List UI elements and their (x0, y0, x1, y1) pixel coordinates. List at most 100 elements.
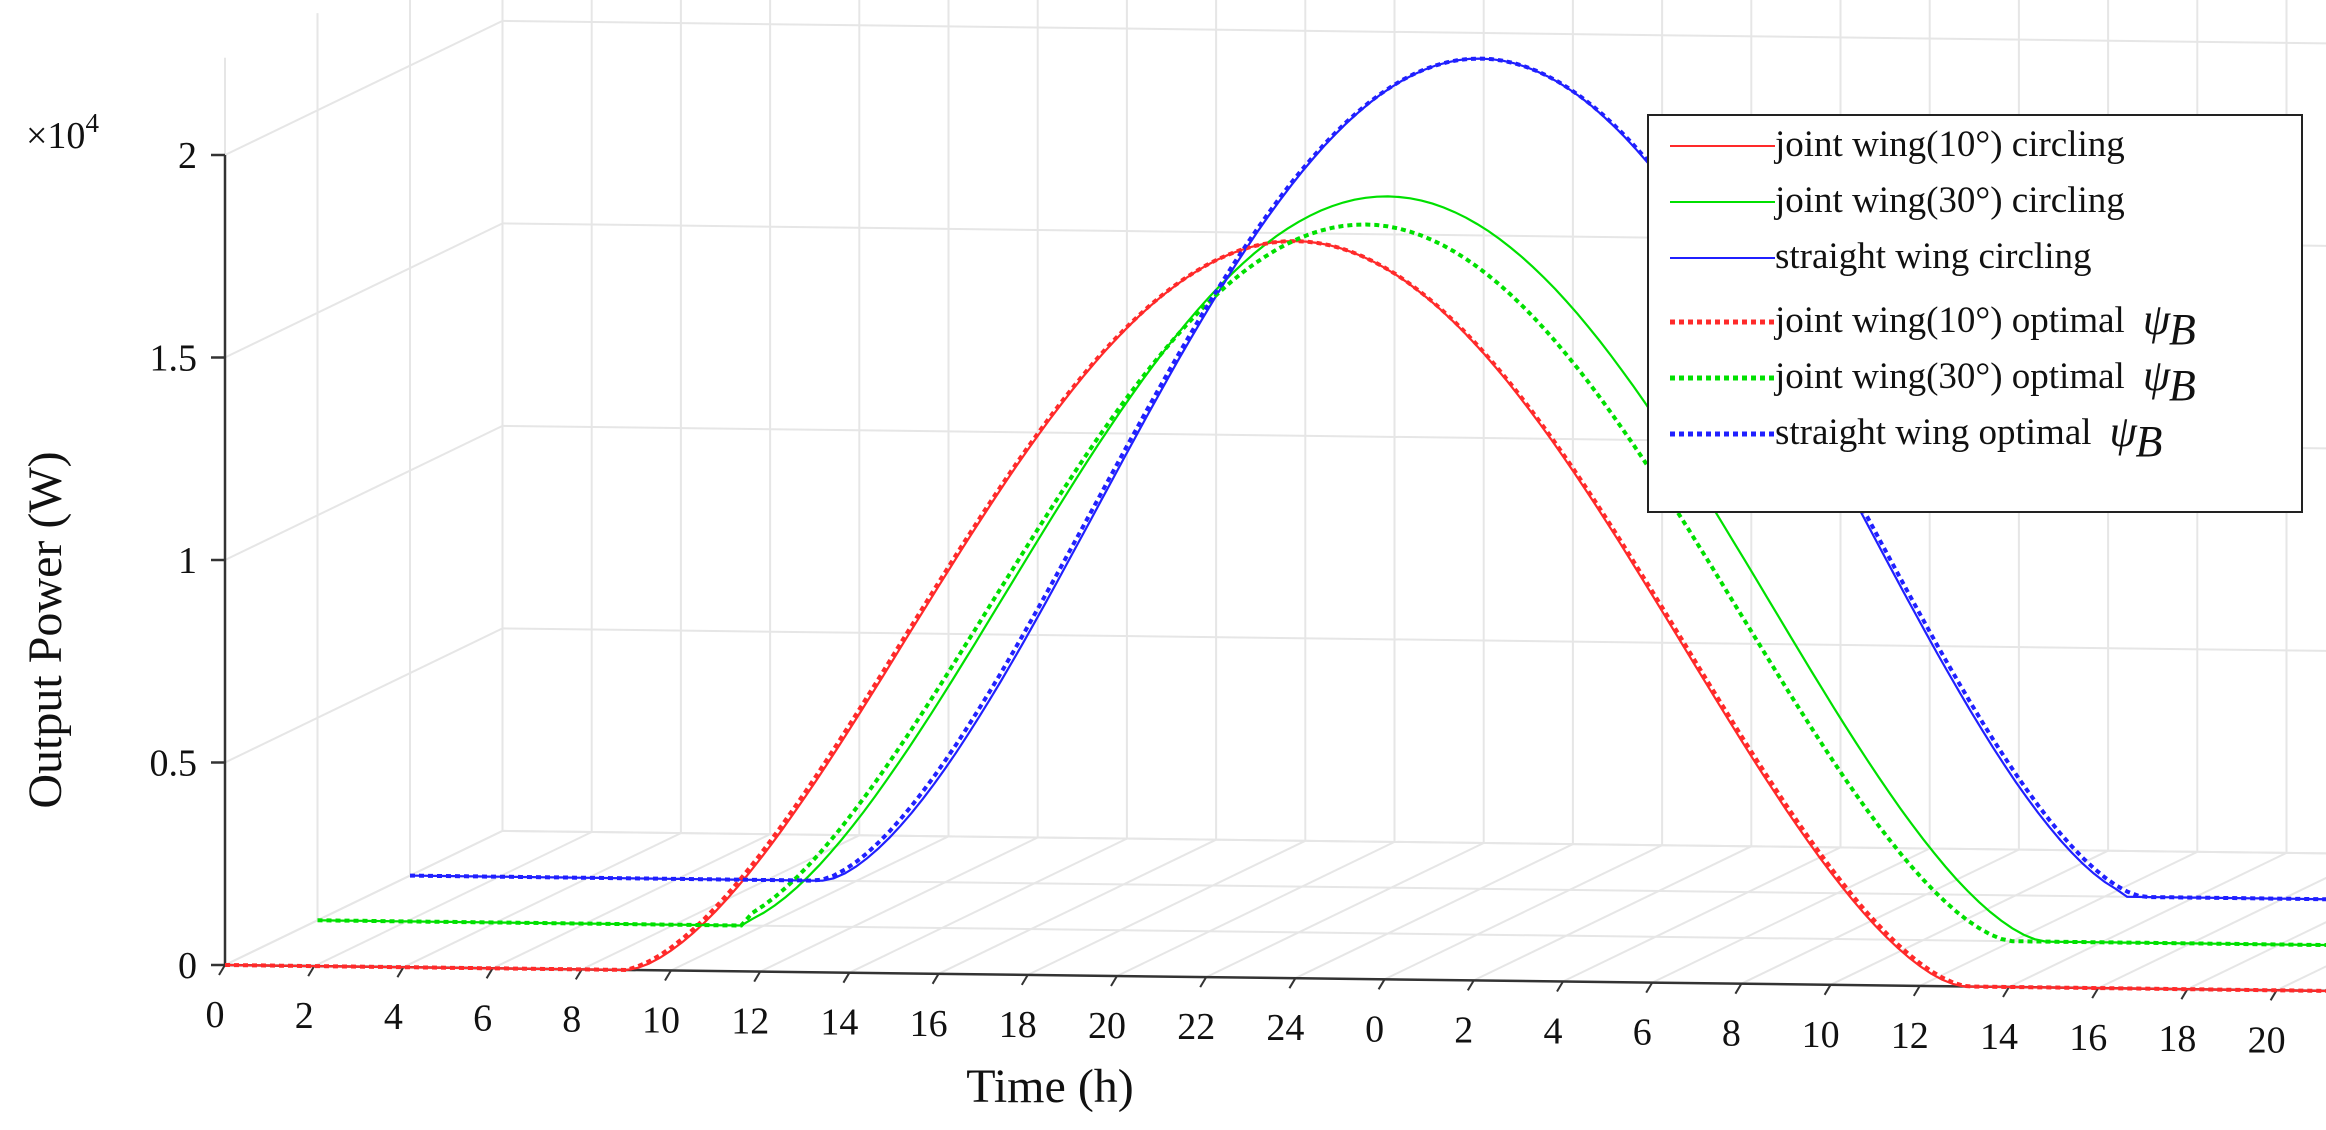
x-tick-mark (1645, 982, 1654, 994)
x-tick-label: 8 (1722, 1013, 1741, 1055)
x-tick-label: 18 (999, 1004, 1037, 1046)
legend-entry-label: joint wing(30°) optimal (1773, 356, 2125, 397)
x-tick-mark (1288, 977, 1297, 989)
legend: joint wing(10°) circling joint wing(30°) … (1647, 114, 2303, 513)
legend-psi-symbol: ψ (2143, 351, 2171, 400)
x-tick-mark (931, 973, 940, 985)
x-tick-label: 10 (1802, 1014, 1840, 1056)
x-tick-label: 4 (1544, 1011, 1563, 1053)
z-tick-label: 2 (178, 135, 197, 177)
legend-box (1647, 114, 2303, 513)
series-line (409, 56, 2326, 902)
x-tick-label: 12 (1891, 1015, 1929, 1057)
x-tick-label: 18 (2158, 1018, 2196, 1060)
x-tick-mark (1734, 983, 1743, 995)
legend-psi-symbol: ψ (2110, 407, 2138, 456)
x-tick-mark (1020, 974, 1029, 986)
grid-line (502, 627, 2326, 652)
x-axis-label: Time (h) (966, 1060, 1134, 1113)
grid-line (2097, 876, 2326, 990)
x-tick-mark (396, 966, 405, 978)
grid-line (402, 832, 682, 969)
x-tick-mark (1556, 980, 1564, 993)
grid-line (224, 424, 503, 561)
x-tick-label: 6 (473, 997, 492, 1039)
grid-line (1027, 839, 1306, 976)
x-tick-mark (1466, 979, 1475, 991)
x-tick-label: 14 (1980, 1016, 2018, 1058)
grid-line (1294, 843, 1574, 980)
legend-psi-subscript: B (2136, 417, 2163, 466)
z-tick-label: 0.5 (150, 743, 198, 785)
grid-line (1116, 840, 1395, 977)
x-tick-label: 20 (1088, 1005, 1126, 1047)
y-axis-label: Output Power (W) (19, 451, 72, 808)
y-multiplier-base: ×10 (26, 115, 85, 157)
x-tick-label: 2 (295, 995, 314, 1037)
grid-line (759, 836, 1039, 973)
grid-line (1562, 846, 1841, 983)
grid-line (2186, 921, 2326, 991)
grid-line (1919, 850, 2198, 987)
grid-line (1830, 849, 2109, 986)
series-line (224, 239, 2326, 993)
z-tick-label: 1 (178, 540, 197, 582)
grid-line (2276, 965, 2326, 992)
legend-entry-label: straight wing optimal (1775, 412, 2092, 453)
series-line (317, 222, 2326, 948)
x-tick-label: 22 (1177, 1006, 1215, 1048)
grid-line (224, 829, 503, 966)
z-tick-label: 0 (178, 945, 197, 987)
x-tick-label: 4 (384, 996, 403, 1038)
x-tick-mark (1823, 984, 1832, 996)
grid-line (224, 222, 503, 359)
x-tick-mark (1377, 978, 1386, 990)
grid-line (1740, 848, 2020, 985)
x-tick-label: 8 (562, 998, 581, 1040)
chart-series (224, 56, 2326, 993)
grid-line (1651, 847, 1931, 984)
grid-line (2008, 851, 2287, 988)
x-tick-label: 14 (820, 1002, 858, 1044)
x-tick-label: 12 (731, 1001, 769, 1043)
x-tick-mark (753, 971, 762, 983)
x-tick-mark (1110, 975, 1118, 987)
x-tick-mark (2180, 988, 2189, 1000)
grid-line (492, 833, 771, 970)
legend-psi-subscript: B (2169, 305, 2196, 354)
grid-line (581, 834, 860, 971)
legend-psi-symbol: ψ (2143, 295, 2171, 344)
x-tick-mark (218, 964, 226, 976)
grid-line (224, 627, 503, 764)
x-tick-mark (2091, 987, 2100, 999)
grid-line (670, 835, 949, 972)
y-multiplier-exponent: 4 (85, 108, 99, 138)
chart-tick-labels: 00.511.520 2 4 6 8 10 12 14 16 18 20 22 24 0 2 4 6 8 10 12 1… (150, 135, 2286, 1061)
x-tick-label: 0 (206, 994, 225, 1036)
x-tick-label: 24 (1266, 1007, 1304, 1049)
grid-line (502, 829, 2326, 855)
y-multiplier: ×104 (26, 108, 99, 157)
x-tick-mark (1199, 976, 1208, 988)
legend-entry-label: straight wing circling (1775, 236, 2092, 277)
x-tick-label: 16 (2069, 1017, 2107, 1059)
x-tick-label: 10 (642, 1000, 680, 1042)
x-tick-label: 16 (910, 1003, 948, 1045)
legend-entry-label: joint wing(30°) circling (1773, 180, 2125, 221)
grid-line (1205, 842, 1485, 979)
grid-line (1473, 845, 1752, 982)
grid-line (224, 19, 503, 156)
x-tick-mark (1912, 985, 1921, 997)
x-tick-mark (307, 965, 316, 977)
x-tick-label: 0 (1365, 1008, 1384, 1050)
x-tick-mark (664, 969, 672, 982)
grid-line (938, 838, 1217, 975)
grid-line (502, 19, 2326, 45)
legend-entry-label: joint wing(10°) optimal (1773, 300, 2125, 341)
x-tick-label: 2 (1454, 1009, 1473, 1051)
x-tick-mark (2002, 986, 2010, 998)
grid-line (313, 831, 593, 968)
x-tick-label: 20 (2248, 1019, 2286, 1061)
x-tick-label: 6 (1633, 1012, 1652, 1054)
